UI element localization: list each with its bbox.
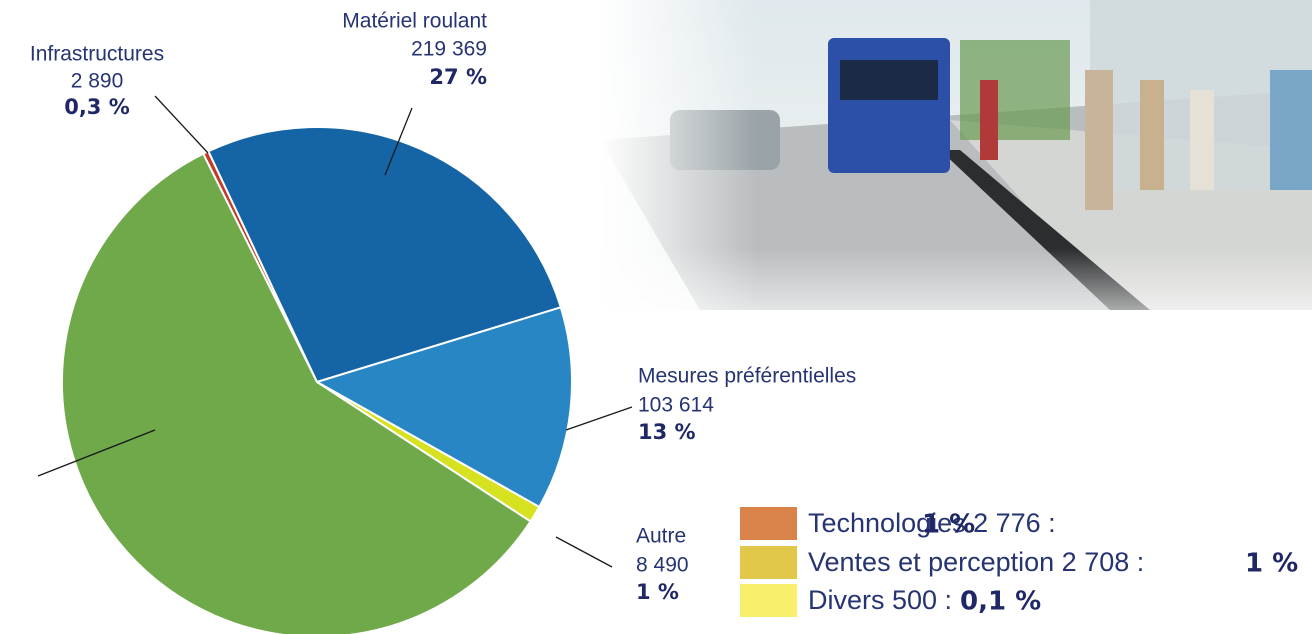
slice-value: 2 890	[71, 70, 124, 93]
slice-label: Infrastructures	[30, 43, 164, 66]
slice-percent: 0,3 %	[64, 95, 130, 119]
legend-swatch	[740, 507, 797, 540]
slice-value: 8 490	[636, 554, 689, 577]
slice-percent: 27 %	[429, 65, 487, 89]
page: {"chart_data": { "type": "pie", "categor…	[0, 0, 1312, 634]
legend-percent: 1 %	[922, 510, 975, 540]
leader-line	[566, 407, 632, 430]
slice-label: Autre	[636, 525, 686, 548]
photo	[600, 0, 1312, 310]
legend-label: Divers 500 :	[808, 585, 952, 615]
slice-label: Mesures préférentielles	[638, 365, 856, 388]
slice-value: 103 614	[638, 394, 714, 417]
leader-line	[155, 96, 208, 153]
slice-percent: 1 %	[636, 580, 679, 604]
slice-percent: 13 %	[638, 420, 696, 444]
legend: Technologies 2 776 :1 %Ventes et percept…	[740, 507, 1298, 617]
legend-swatch	[740, 584, 797, 617]
legend-swatch	[740, 546, 797, 579]
slice-label: Matériel roulant	[342, 10, 487, 33]
pie	[62, 127, 572, 634]
legend-label: Ventes et perception 2 708 :	[808, 547, 1144, 577]
chart: Infrastructures 2 8900,3 % Matériel roulan…	[0, 0, 1312, 634]
slice-value: 219 369	[411, 38, 487, 61]
legend-percent: 1 %	[1245, 549, 1298, 579]
leader-line	[556, 537, 612, 567]
legend-percent: 0,1 %	[960, 587, 1041, 617]
